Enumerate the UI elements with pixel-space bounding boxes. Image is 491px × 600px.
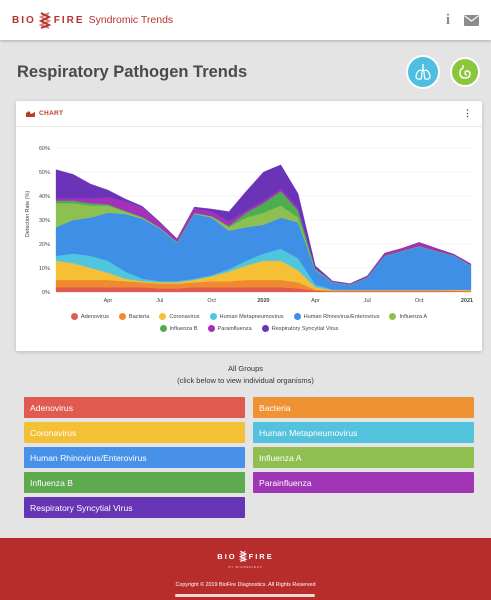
footer-logo: BIO FIRE — [0, 550, 491, 562]
organism-group-buttons: Adenovirus Bacteria Coronavirus Human Metap… — [24, 397, 474, 518]
legend-label: Bacteria — [128, 313, 150, 320]
stomach-icon — [459, 65, 471, 79]
more-vert-icon[interactable]: ⋮ — [463, 108, 472, 118]
chart-card: CHART ⋮ 0% 10% 20% 30% 40% 50% 60% Detection Ra… — [16, 101, 482, 351]
legend-label: Adenovirus — [80, 313, 109, 320]
legend-item[interactable]: Influenza B — [159, 325, 198, 332]
footer: BIO FIRE BY BIOMÉRIEUX Copyright © 2019 … — [0, 538, 491, 600]
y-tick-label: 50% — [39, 170, 50, 176]
legend-item[interactable]: Adenovirus — [70, 313, 109, 320]
group-button-human-metapneumovirus[interactable]: Human Metapneumovirus — [253, 422, 474, 443]
legend-swatch — [261, 325, 269, 332]
info-icon[interactable]: i — [445, 11, 450, 28]
brand-bio: BIO — [12, 14, 36, 26]
group-button-influenza-a[interactable]: Influenza A — [253, 447, 474, 468]
groups-title: All Groups — [227, 364, 263, 373]
legend-label: Parainfluenza — [217, 325, 252, 332]
legend-swatch — [293, 313, 301, 320]
area-chart-icon — [26, 111, 35, 117]
chart-legend: Adenovirus Bacteria Coronavirus Human Metap… — [16, 313, 482, 332]
flame-mark-icon — [38, 12, 52, 29]
group-button-parainfluenza[interactable]: Parainfluenza — [253, 472, 474, 493]
x-tick-label: Apr — [104, 298, 113, 304]
group-button-coronavirus[interactable]: Coronavirus — [24, 422, 245, 443]
legend-label: Human Metapneumovirus — [219, 313, 284, 320]
x-tick-label: Jul — [156, 298, 163, 304]
legend-item[interactable]: Influenza A — [389, 313, 427, 320]
footer-flame-mark-icon — [238, 550, 247, 562]
area-series-respiratory-syncytial-virus — [55, 164, 472, 284]
y-tick-label: 0% — [42, 290, 50, 296]
lungs-icon — [415, 64, 431, 80]
legend-swatch — [207, 325, 215, 332]
group-button-respiratory-syncytial-virus[interactable]: Respiratory Syncytial Virus — [24, 497, 245, 518]
y-tick-label: 10% — [39, 266, 50, 272]
envelope-icon[interactable] — [464, 14, 479, 26]
footer-copyright: Copyright © 2019 BioFire Diagnostics. Al… — [175, 582, 316, 588]
x-tick-label: 2021 — [461, 298, 473, 304]
legend-swatch — [389, 313, 397, 320]
gastrointestinal-panel-button[interactable] — [450, 57, 480, 87]
chart-card-title: CHART — [39, 110, 64, 117]
legend-item[interactable]: Coronavirus — [159, 313, 200, 320]
legend-label: Influenza A — [399, 313, 428, 320]
footer-logo-bio: BIO — [217, 551, 237, 561]
legend-label: Influenza B — [169, 325, 198, 332]
legend-label: Coronavirus — [169, 313, 200, 320]
x-tick-label: 2020 — [257, 298, 269, 304]
legend-label: Human Rhinovirus/Enterovirus — [303, 313, 380, 320]
page-title: Respiratory Pathogen Trends — [17, 63, 248, 81]
legend-swatch — [159, 313, 167, 320]
footer-logo-fire: FIRE — [248, 551, 274, 561]
groups-subtitle: (click below to view individual organism… — [177, 376, 314, 385]
legend-swatch — [118, 313, 126, 320]
x-tick-label: Apr — [311, 298, 320, 304]
respiratory-panel-button[interactable] — [406, 55, 440, 89]
legend-item[interactable]: Bacteria — [118, 313, 150, 320]
top-bar: BIO FIRE Syndromic Trends i — [0, 0, 491, 40]
y-axis-label: Detection Rate (%) — [25, 191, 31, 238]
group-button-adenovirus[interactable]: Adenovirus — [24, 397, 245, 418]
x-tick-label: Jul — [364, 298, 371, 304]
y-tick-label: 20% — [39, 242, 50, 248]
legend-item[interactable]: Human Metapneumovirus — [209, 313, 284, 320]
legend-item[interactable]: Parainfluenza — [207, 325, 252, 332]
legend-swatch — [209, 313, 217, 320]
x-tick-label: Oct — [415, 298, 424, 304]
y-tick-label: 30% — [39, 218, 50, 224]
legend-swatch — [159, 325, 167, 332]
group-button-influenza-b[interactable]: Influenza B — [24, 472, 245, 493]
legend-swatch — [70, 313, 78, 320]
y-tick-label: 40% — [39, 194, 50, 200]
group-button-bacteria[interactable]: Bacteria — [253, 397, 474, 418]
brand-subtitle: Syndromic Trends — [88, 14, 174, 26]
top-icons: i — [446, 12, 479, 29]
brand-fire: FIRE — [53, 14, 85, 26]
legend-item[interactable]: Respiratory Syncytial Virus — [261, 325, 339, 332]
chart-card-header: CHART ⋮ — [16, 101, 482, 127]
y-tick-label: 60% — [39, 146, 50, 152]
footer-byline: BY BIOMÉRIEUX — [228, 565, 263, 569]
x-tick-label: Oct — [207, 298, 216, 304]
biofire-logo[interactable]: BIO FIRE Syndromic Trends — [12, 11, 173, 29]
legend-item[interactable]: Human Rhinovirus/Enterovirus — [293, 313, 380, 320]
legend-label: Respiratory Syncytial Virus — [271, 325, 339, 332]
group-button-human-rhinovirus-enterovirus[interactable]: Human Rhinovirus/Enterovirus — [24, 447, 245, 468]
stacked-area-chart: 0% 10% 20% 30% 40% 50% 60% Detection Rate (%) Ap… — [25, 146, 473, 304]
home-indicator — [175, 594, 315, 597]
